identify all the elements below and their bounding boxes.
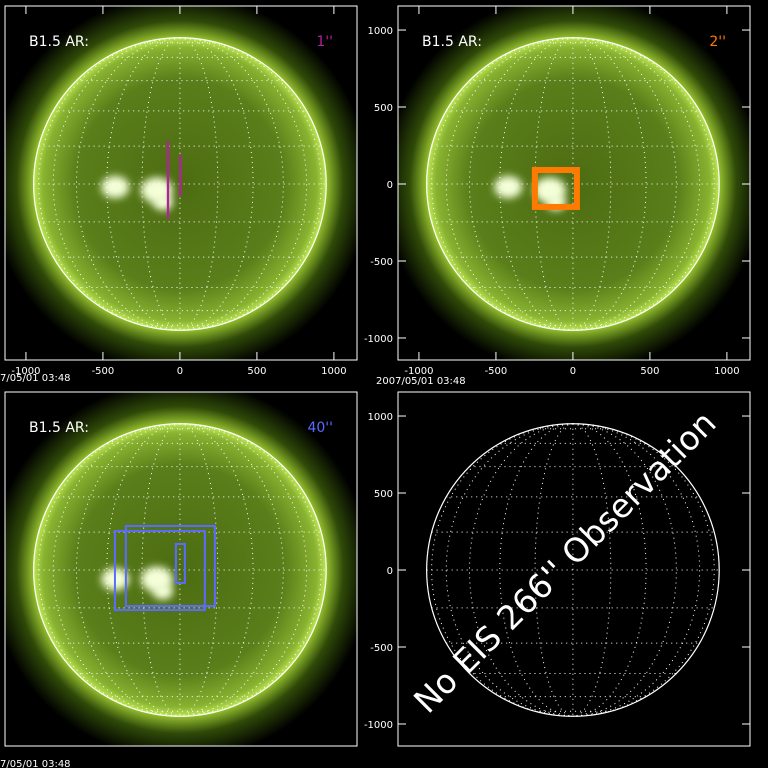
limb — [33, 423, 327, 717]
y-tick-label: -500 — [370, 643, 393, 654]
x-tick-label: -500 — [92, 366, 115, 377]
panel: -1000 -500 0 500 1000 -1000 -500 0 500 1000 B1.5 A… — [364, 5, 751, 387]
active-region — [494, 175, 523, 199]
grid — [426, 423, 720, 717]
x-tick-label: 0 — [177, 366, 183, 377]
x-tick-label: 1000 — [714, 366, 739, 377]
longitude — [572, 423, 612, 717]
plot-frame — [4, 391, 358, 747]
slit-raster — [166, 141, 170, 219]
y-tick-label: -1000 — [364, 720, 393, 731]
longitude — [106, 37, 180, 331]
active-region — [152, 583, 173, 600]
slit-label: 1'' — [316, 34, 333, 50]
panel-label: B1.5 AR: — [29, 420, 89, 436]
panel-label: B1.5 AR: — [422, 34, 482, 50]
longitude — [141, 423, 180, 717]
longitude — [179, 37, 254, 331]
longitude — [499, 37, 573, 331]
y-tick-label: 500 — [374, 103, 393, 114]
active-region — [152, 194, 173, 211]
panel-label: B1.5 AR: — [29, 34, 89, 50]
x-tick-label: -1000 — [404, 366, 433, 377]
panel-content — [398, 6, 750, 360]
active-region — [101, 175, 130, 199]
y-tick-label: -1000 — [364, 334, 393, 345]
grid — [426, 37, 720, 331]
sun-image — [5, 392, 357, 746]
longitude — [534, 423, 573, 717]
y-tick-label: 0 — [387, 566, 393, 577]
slit-raster — [179, 155, 182, 197]
longitude — [572, 37, 612, 331]
timestamp: 7/05/01 03:48 — [0, 759, 71, 768]
panel-content — [5, 392, 357, 746]
limb — [426, 37, 720, 331]
plot-frame — [397, 391, 751, 747]
timestamp: 7/05/01 03:48 — [0, 373, 71, 384]
y-tick-label: 1000 — [368, 26, 393, 37]
slit-raster — [531, 166, 580, 210]
longitude — [431, 423, 573, 717]
timestamp: 2007/05/01 03:48 — [376, 376, 466, 387]
longitude — [572, 423, 715, 717]
x-tick-label: -500 — [485, 366, 508, 377]
x-tick-label: 500 — [247, 366, 266, 377]
panel-content — [5, 6, 357, 360]
panel: B1.5 AR: 40'' 7/05/01 03:48 — [0, 391, 358, 768]
y-tick-label: 500 — [374, 489, 393, 500]
longitude — [534, 37, 573, 331]
y-tick-label: -500 — [370, 257, 393, 268]
slit-label: 40'' — [307, 420, 333, 436]
panel: -1000 -500 0 500 1000 B1.5 AR: 1'' 7/05/01 03:4… — [0, 5, 358, 384]
longitude — [572, 37, 715, 331]
grid — [33, 37, 327, 331]
limb — [426, 423, 720, 717]
x-tick-label: 500 — [640, 366, 659, 377]
longitude — [179, 37, 322, 331]
plot-frame — [397, 5, 751, 361]
y-tick-label: 0 — [387, 180, 393, 191]
longitude — [572, 423, 647, 717]
x-tick-label: -1000 — [11, 366, 40, 377]
longitude — [499, 423, 573, 717]
slit-raster — [124, 524, 216, 608]
x-tick-label: 0 — [570, 366, 576, 377]
longitude — [141, 37, 180, 331]
plot-frame — [4, 5, 358, 361]
longitude — [179, 423, 254, 717]
sun-image — [5, 6, 357, 360]
longitude — [38, 423, 180, 717]
x-tick-label: 1000 — [321, 366, 346, 377]
slit-raster — [113, 530, 206, 612]
grid — [33, 423, 327, 717]
panel-content — [426, 423, 720, 717]
slit-raster — [174, 542, 186, 584]
y-tick-label: 1000 — [368, 412, 393, 423]
slit-label: 2'' — [709, 34, 726, 50]
longitude — [572, 37, 647, 331]
longitude — [179, 423, 322, 717]
longitude — [179, 423, 219, 717]
limb — [33, 37, 327, 331]
longitude — [179, 37, 219, 331]
longitude — [106, 423, 180, 717]
